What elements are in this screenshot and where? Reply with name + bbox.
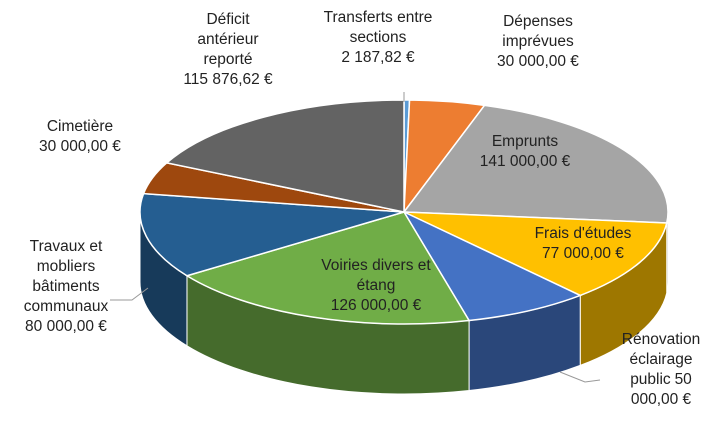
leader-line [110, 287, 149, 301]
category-label: Frais d'études [534, 225, 632, 242]
slice-label: Voiries divers et étang 126 000,00 € [301, 256, 451, 316]
slice-label: Travaux et mobliers bâtiments communaux 8… [11, 237, 121, 337]
pie-tops [139, 99, 669, 325]
slice-label: Rénovation éclairage public 50 000,00 € [621, 330, 701, 410]
category-label: Transferts entre sections [323, 9, 433, 46]
slice [185, 211, 471, 325]
slice-label: Cimetière 30 000,00 € [25, 117, 135, 157]
category-label: Rénovation éclairage public [621, 331, 701, 388]
slice-label: Emprunts 141 000,00 € [460, 132, 590, 172]
category-label: Voiries divers et étang [321, 257, 431, 294]
value-label: 30 000,00 € [497, 53, 579, 70]
value-label: 115 876,62 € [183, 71, 273, 88]
slice [402, 104, 669, 224]
slice [165, 99, 405, 213]
category-label: Travaux et mobliers bâtiments communaux [23, 238, 109, 315]
value-label: 2 187,82 € [341, 49, 415, 66]
value-label: 50 000,00 € [630, 371, 692, 408]
slice-label: Dépenses imprévues 30 000,00 € [483, 12, 593, 72]
category-label: Déficit antérieur reporté [197, 11, 259, 68]
slice [139, 192, 405, 277]
category-label: Dépenses imprévues [502, 13, 574, 50]
leader-line [559, 371, 601, 383]
slice [402, 210, 583, 322]
slice-label: Transferts entre sections 2 187,82 € [313, 8, 443, 68]
category-label: Emprunts [491, 133, 559, 150]
slice [403, 211, 668, 297]
slice-label: Déficit antérieur reporté 115 876,62 € [183, 10, 273, 90]
slice-label: Frais d'études 77 000,00 € [523, 224, 643, 264]
category-label: Cimetière [46, 118, 114, 135]
value-label: 80 000,00 € [25, 318, 107, 335]
value-label: 126 000,00 € [330, 297, 422, 314]
pie [139, 99, 669, 395]
value-label: 77 000,00 € [542, 245, 624, 262]
value-label: 30 000,00 € [39, 138, 121, 155]
value-label: 141 000,00 € [479, 153, 571, 170]
